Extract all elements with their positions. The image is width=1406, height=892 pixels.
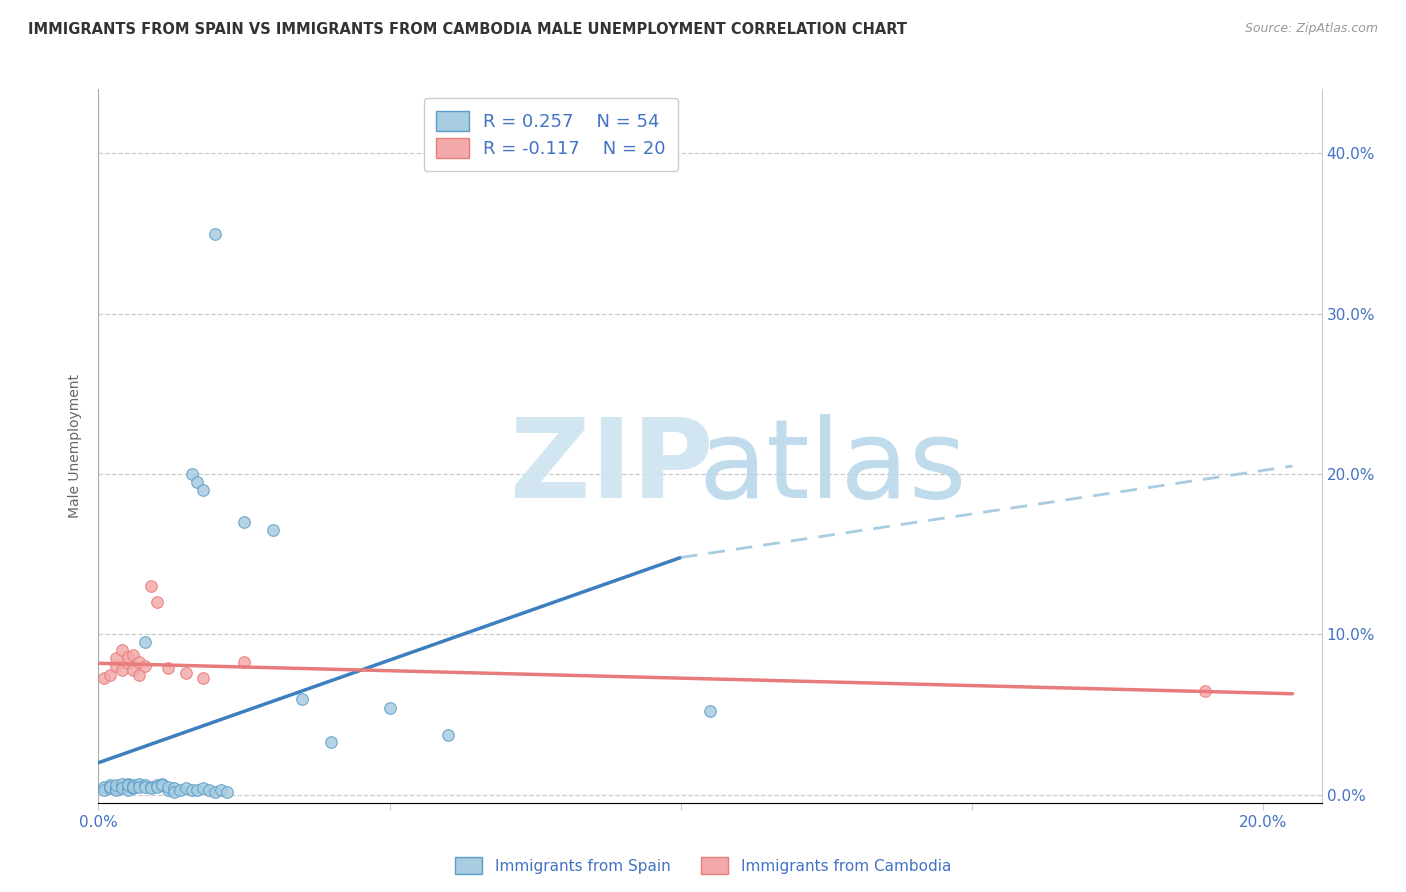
Point: [111, 663, 134, 677]
Point: [122, 781, 145, 796]
Point: [163, 784, 186, 798]
Point: [209, 783, 232, 797]
Point: [117, 778, 139, 792]
Point: [117, 783, 139, 797]
Point: [145, 780, 167, 794]
Point: [117, 780, 139, 794]
Point: [128, 776, 150, 790]
Point: [111, 781, 134, 796]
Text: IMMIGRANTS FROM SPAIN VS IMMIGRANTS FROM CAMBODIA MALE UNEMPLOYMENT CORRELATION : IMMIGRANTS FROM SPAIN VS IMMIGRANTS FROM…: [28, 22, 907, 37]
Point: [193, 781, 215, 796]
Point: [98, 667, 121, 681]
Point: [174, 665, 197, 680]
Point: [139, 781, 162, 796]
Point: [93, 671, 115, 685]
Point: [104, 659, 127, 673]
Text: atlas: atlas: [699, 414, 966, 521]
Point: [117, 776, 139, 790]
Point: [204, 227, 226, 241]
Point: [204, 784, 226, 798]
Point: [180, 467, 202, 481]
Point: [157, 780, 180, 794]
Point: [104, 781, 127, 796]
Point: [233, 655, 256, 669]
Point: [1194, 683, 1216, 698]
Point: [134, 659, 156, 673]
Point: [104, 783, 127, 797]
Point: [437, 728, 460, 742]
Point: [98, 778, 121, 792]
Point: [169, 783, 191, 797]
Point: [111, 643, 134, 657]
Point: [215, 784, 238, 798]
Point: [111, 780, 134, 794]
Point: [128, 780, 150, 794]
Point: [378, 701, 401, 715]
Legend: Immigrants from Spain, Immigrants from Cambodia: Immigrants from Spain, Immigrants from C…: [449, 851, 957, 880]
Point: [104, 778, 127, 792]
Point: [163, 781, 186, 796]
Point: [104, 780, 127, 794]
Point: [157, 661, 180, 675]
Point: [174, 781, 197, 796]
Point: [104, 651, 127, 665]
Point: [134, 635, 156, 649]
Point: [134, 780, 156, 794]
Point: [699, 705, 721, 719]
Point: [117, 657, 139, 671]
Point: [122, 780, 145, 794]
Point: [152, 778, 174, 792]
Point: [145, 595, 167, 609]
Point: [233, 515, 256, 529]
Point: [198, 783, 221, 797]
Point: [117, 649, 139, 664]
Point: [111, 776, 134, 790]
Point: [291, 691, 314, 706]
Point: [98, 781, 121, 796]
Point: [186, 783, 208, 797]
Point: [93, 780, 115, 794]
Point: [152, 776, 174, 790]
Point: [193, 671, 215, 685]
Point: [128, 655, 150, 669]
Text: ZIP: ZIP: [510, 414, 714, 521]
Legend: R = 0.257    N = 54, R = -0.117    N = 20: R = 0.257 N = 54, R = -0.117 N = 20: [423, 98, 678, 170]
Y-axis label: Male Unemployment: Male Unemployment: [69, 374, 83, 518]
Point: [186, 475, 208, 489]
Text: Source: ZipAtlas.com: Source: ZipAtlas.com: [1244, 22, 1378, 36]
Point: [321, 735, 343, 749]
Point: [180, 783, 202, 797]
Point: [139, 780, 162, 794]
Point: [122, 648, 145, 663]
Point: [193, 483, 215, 497]
Point: [122, 663, 145, 677]
Point: [122, 778, 145, 792]
Point: [262, 523, 284, 537]
Point: [145, 778, 167, 792]
Point: [128, 667, 150, 681]
Point: [98, 780, 121, 794]
Point: [139, 579, 162, 593]
Point: [157, 783, 180, 797]
Point: [134, 778, 156, 792]
Point: [93, 783, 115, 797]
